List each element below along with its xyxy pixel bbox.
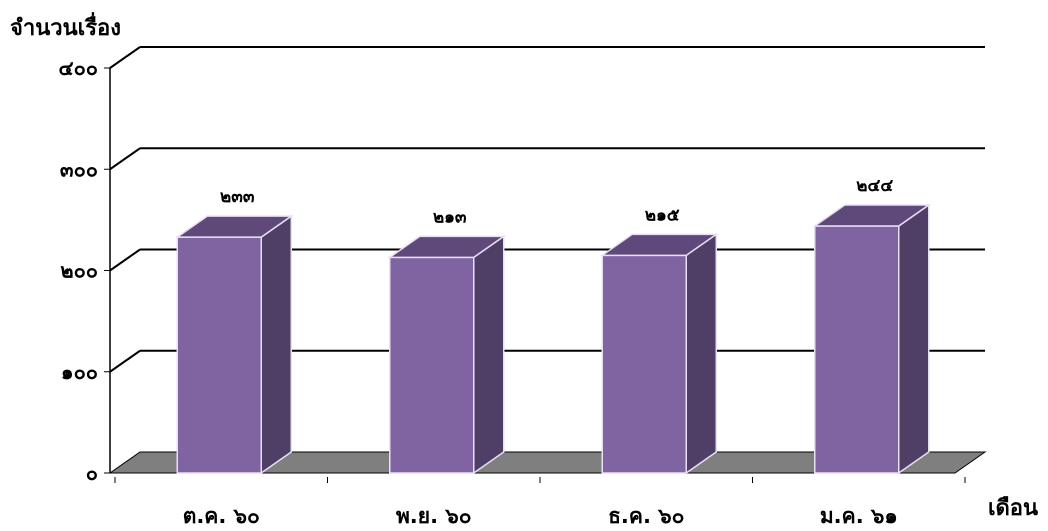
gridline-depth [110,351,140,372]
x-tick-label: ธ.ค. ๖๐ [608,504,684,527]
data-label: ๒๓๓ [220,187,255,207]
bar [602,255,686,473]
data-label: ๒๔๔ [856,176,893,196]
y-axis-title: จำนวนเรื่อง [10,10,121,45]
gridline-depth [110,148,140,169]
y-tick-label: ๔๐๐ [58,56,98,80]
bar [177,237,261,473]
y-tick-label: ๓๐๐ [60,157,98,181]
gridline-depth [110,47,140,68]
x-axis-title: เดือน [988,490,1038,525]
bar-side [474,236,504,473]
x-tick-label: ต.ค. ๖๐ [183,504,260,527]
y-tick-label: ๒๐๐ [60,259,98,283]
bar-side [261,216,291,473]
bar [815,226,899,473]
data-label: ๒๑๕ [645,205,680,225]
x-tick-label: พ.ย. ๖๐ [396,504,472,527]
y-tick-label: ๑๐๐ [61,360,98,384]
gridline-depth [110,250,140,271]
data-label: ๒๑๓ [433,207,467,227]
bar [390,257,474,473]
y-tick-label: ๐ [86,461,98,485]
x-tick-label: ม.ค. ๖๑ [820,504,898,527]
bar-side [686,234,716,473]
bar-side [899,205,929,473]
